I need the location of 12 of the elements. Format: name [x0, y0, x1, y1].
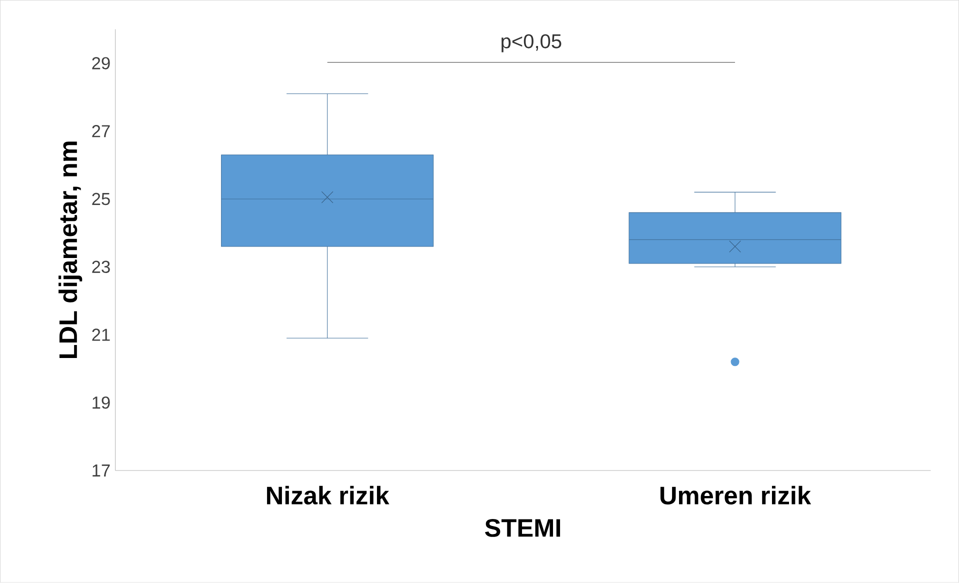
y-axis-title: LDL dijametar, nm	[58, 142, 82, 358]
y-tick-label: 17	[92, 464, 110, 477]
x-tick-label: Umeren rizik	[660, 486, 812, 505]
y-tick-label: 23	[92, 260, 110, 274]
y-tick-label: 27	[92, 125, 110, 138]
y-tick-label: 25	[92, 192, 110, 206]
y-tick-label: 21	[92, 328, 110, 341]
y-tick-label: 29	[92, 57, 110, 70]
x-tick-label: Nizak rizik	[267, 486, 390, 505]
annotation: p<0,05	[502, 34, 562, 52]
y-tick-label: 19	[92, 396, 110, 409]
x-axis-title: STEMI	[485, 519, 560, 538]
